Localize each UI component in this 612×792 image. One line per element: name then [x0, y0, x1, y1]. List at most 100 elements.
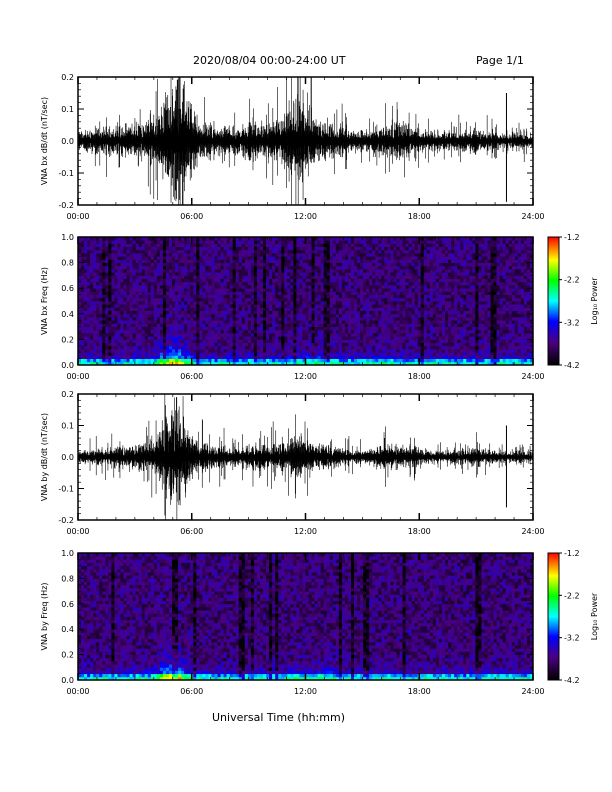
- spectrogram-cell: [123, 349, 127, 353]
- spectrogram-cell: [338, 320, 343, 324]
- spectrogram-cell: [305, 288, 309, 292]
- spectrogram-cell: [244, 358, 249, 363]
- spectrogram-cell: [196, 253, 200, 257]
- spectrogram-cell: [438, 294, 443, 299]
- spectrogram-cell: [402, 291, 406, 295]
- spectrogram-cell: [384, 355, 388, 359]
- spectrogram-cell: [193, 329, 197, 334]
- spectrogram-cell: [272, 288, 276, 292]
- spectrogram-cell: [150, 265, 155, 270]
- spectrogram-cell: [357, 339, 361, 343]
- spectrogram-cell: [442, 361, 446, 366]
- spectrogram-cell: [357, 361, 361, 366]
- spectrogram-cell: [214, 237, 218, 241]
- spectrogram-cell: [202, 249, 206, 254]
- spectrogram-cell: [390, 237, 394, 241]
- spectrogram-cell: [378, 275, 382, 279]
- spectrogram-cell: [190, 265, 194, 270]
- spectrogram-cell: [341, 355, 346, 359]
- spectrogram-cell: [187, 349, 191, 353]
- spectrogram-cell: [281, 243, 285, 247]
- spectrogram-cell: [105, 320, 109, 324]
- spectrogram-cell: [105, 352, 109, 356]
- spectrogram-cell: [366, 313, 370, 318]
- spectrogram-cell: [372, 361, 376, 366]
- spectrogram-cell: [96, 265, 100, 270]
- spectrogram-cell: [190, 278, 194, 283]
- spectrogram-cell: [99, 291, 103, 295]
- spectrogram-cell: [311, 310, 315, 315]
- spectrogram-cell: [244, 304, 249, 308]
- spectrogram-cell: [247, 297, 252, 302]
- spectrogram-cell: [123, 317, 127, 321]
- spectrogram-cell: [399, 243, 403, 247]
- spectrogram-cell: [363, 313, 367, 318]
- spectrogram-cell: [332, 281, 337, 286]
- spectrogram-cell: [87, 333, 91, 337]
- spectrogram-cell: [429, 358, 434, 363]
- spectrogram-cell: [369, 291, 373, 295]
- spectrogram-cell: [417, 323, 422, 327]
- spectrogram-cell: [250, 301, 255, 305]
- spectrogram-cell: [287, 307, 291, 311]
- spectrogram-cell: [287, 246, 291, 251]
- spectrogram-cell: [241, 342, 246, 347]
- spectrogram-cell: [278, 313, 282, 318]
- spectrogram-cell: [96, 262, 100, 267]
- spectrogram-cell: [390, 358, 394, 363]
- spectrogram-cell: [296, 307, 300, 311]
- spectrogram-cell: [220, 320, 224, 324]
- spectrogram-cell: [169, 253, 173, 257]
- spectrogram-cell: [281, 317, 285, 321]
- spectrogram-cell: [351, 349, 355, 353]
- spectrogram-cell: [320, 285, 325, 289]
- spectrogram-cell: [357, 265, 361, 270]
- spectrogram-cell: [275, 249, 279, 254]
- spectrogram-cell: [169, 278, 173, 283]
- spectrogram-cell: [238, 281, 243, 286]
- spectrogram-cell: [123, 345, 127, 350]
- spectrogram-cell: [317, 281, 322, 286]
- spectrogram-cell: [205, 310, 209, 315]
- spectrogram-cell: [445, 275, 449, 279]
- spectrogram-cell: [411, 307, 416, 311]
- spectrogram-cell: [199, 294, 203, 299]
- spectrogram-cell: [390, 269, 394, 273]
- spectrogram-cell: [84, 291, 88, 295]
- spectrogram-cell: [208, 237, 212, 241]
- spectrogram-cell: [411, 297, 416, 302]
- spectrogram-cell: [253, 262, 258, 267]
- spectrogram-cell: [396, 320, 400, 324]
- spectrogram-cell: [323, 259, 328, 263]
- spectrogram-cell: [366, 291, 370, 295]
- spectrogram-cell: [202, 313, 206, 318]
- spectrogram-cell: [308, 285, 312, 289]
- spectrogram-cell: [132, 281, 137, 286]
- spectrogram-cell: [93, 304, 97, 308]
- spectrogram-cell: [408, 253, 413, 257]
- spectrogram-cell: [253, 294, 258, 299]
- spectrogram-cell: [399, 320, 403, 324]
- spectrogram-cell: [102, 345, 106, 350]
- spectrogram-cell: [341, 291, 346, 295]
- spectrogram-cell: [256, 301, 261, 305]
- spectrogram-cell: [247, 323, 252, 327]
- spectrogram-cell: [408, 323, 413, 327]
- spectrogram-cell: [208, 320, 212, 324]
- spectrogram-cell: [141, 323, 146, 327]
- spectrogram-cell: [384, 352, 388, 356]
- spectrogram-cell: [226, 288, 231, 292]
- spectrogram-cell: [87, 301, 91, 305]
- spectrogram-cell: [196, 310, 200, 315]
- spectrogram-cell: [402, 336, 406, 340]
- spectrogram-cell: [256, 253, 261, 257]
- spectrogram-cell: [102, 240, 106, 244]
- spectrogram-cell: [144, 329, 149, 334]
- spectrogram-cell: [366, 301, 370, 305]
- spectrogram-cell: [90, 291, 94, 295]
- spectrogram-cell: [287, 352, 291, 356]
- spectrogram-cell: [178, 240, 182, 244]
- spectrogram-cell: [175, 326, 179, 331]
- spectrogram-cell: [284, 265, 288, 270]
- spectrogram-cell: [126, 259, 130, 263]
